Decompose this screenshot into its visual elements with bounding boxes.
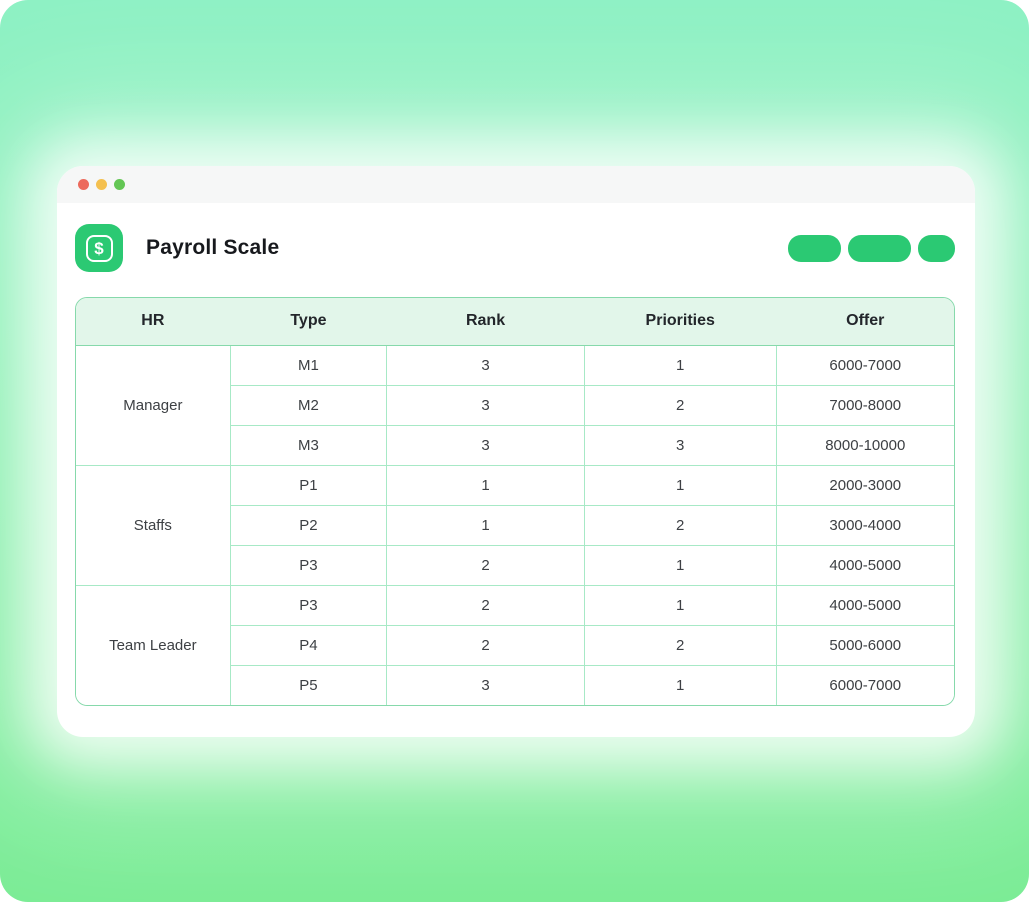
cell-type: M1 [229,344,388,386]
table-body: Manager M1 3 1 6000-7000 M2 3 2 7000-8000 M3 3 3 800… [76,344,954,705]
cell-priorities: 2 [583,384,777,426]
column-header-rank: Rank [386,297,585,346]
window-titlebar [57,166,975,203]
cell-rank: 1 [386,504,585,546]
cell-rank: 3 [386,384,585,426]
table-row: Manager M1 3 1 6000-7000 [76,344,954,466]
cell-offer: 4000-5000 [775,584,954,626]
cell-rank: 1 [386,464,585,506]
cell-offer: 4000-5000 [775,544,954,586]
table-header: HR Type Rank Priorities Offer [76,297,954,346]
cell-offer: 5000-6000 [775,624,954,666]
table-row: Staffs P1 1 1 2000-3000 [76,464,954,586]
cell-type: P3 [229,544,388,586]
cell-offer: 8000-10000 [775,424,954,466]
dollar-square-icon: $ [75,224,123,272]
table-row: P5 3 1 6000-7000 [76,664,954,705]
table-row: P3 2 1 4000-5000 [76,544,954,586]
cell-offer: 2000-3000 [775,464,954,506]
column-header-priorities: Priorities [584,297,777,346]
cell-priorities: 1 [583,344,777,386]
cell-rank: 3 [386,424,585,466]
cell-rank: 3 [386,664,585,705]
table-row: P4 2 2 5000-6000 [76,624,954,666]
cell-priorities: 1 [583,664,777,705]
toolbar-button-3[interactable] [918,234,955,262]
cell-type: M3 [229,424,388,466]
app-window: $ Payroll Scale HR Type Rank Priorities Off [57,166,975,737]
column-header-offer: Offer [776,297,954,346]
cell-rank: 2 [386,544,585,586]
cell-type: P2 [229,504,388,546]
column-header-type: Type [230,297,387,346]
toolbar-button-2[interactable] [848,234,911,262]
window-content: $ Payroll Scale HR Type Rank Priorities Off [57,203,975,706]
cell-type: P4 [229,624,388,666]
cell-offer: 6000-7000 [775,344,954,386]
cell-type: M2 [229,384,388,426]
cell-offer: 7000-8000 [775,384,954,426]
cell-priorities: 2 [583,624,777,666]
hr-group-cell: Team Leader [76,584,231,705]
close-button[interactable] [78,179,89,190]
cell-type: P1 [229,464,388,506]
cell-type: P3 [229,584,388,626]
hr-group-cell: Manager [76,344,231,466]
cell-type: P5 [229,664,388,705]
dollar-glyph: $ [94,238,104,258]
dollar-icon: $ [85,234,113,262]
cell-priorities: 1 [583,544,777,586]
cell-rank: 2 [386,584,585,626]
toolbar-button-1[interactable] [788,234,841,262]
column-header-hr: HR [76,297,231,346]
cell-rank: 3 [386,344,585,386]
app-header: $ Payroll Scale [75,224,955,272]
hr-group-cell: Staffs [76,464,231,586]
page-title: Payroll Scale [146,236,280,259]
cell-priorities: 2 [583,504,777,546]
cell-rank: 2 [386,624,585,666]
payroll-table: HR Type Rank Priorities Offer Manager M1 3 1 600… [75,297,955,706]
minimize-button[interactable] [96,179,107,190]
table-row: M3 3 3 8000-10000 [76,424,954,466]
cell-offer: 6000-7000 [775,664,954,705]
cell-priorities: 3 [583,424,777,466]
payroll-table-element: HR Type Rank Priorities Offer Manager M1 3 1 600… [76,297,954,705]
table-row: Team Leader P3 2 1 4000-5000 [76,584,954,705]
cell-priorities: 1 [583,464,777,506]
table-row: M2 3 2 7000-8000 [76,384,954,426]
cell-offer: 3000-4000 [775,504,954,546]
maximize-button[interactable] [114,179,125,190]
toolbar [788,234,955,262]
cell-priorities: 1 [583,584,777,626]
